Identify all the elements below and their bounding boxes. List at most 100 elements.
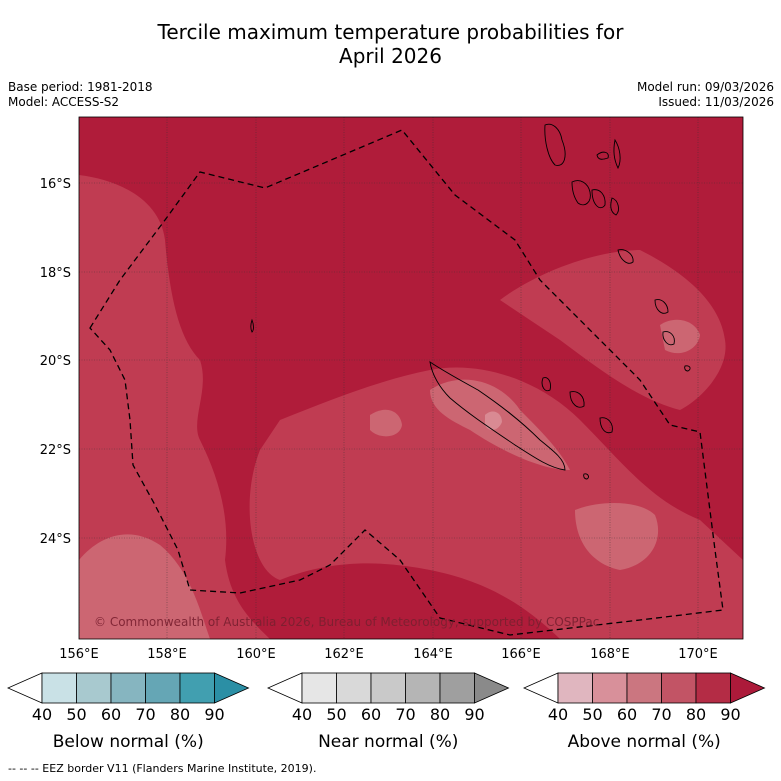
field-region-south bbox=[249, 367, 743, 639]
island-l bbox=[599, 417, 613, 434]
model-run: Model run: 09/03/2026 bbox=[636, 80, 774, 94]
colorbar-tick: 90 bbox=[720, 705, 740, 724]
copyright-text: © Commonwealth of Australia 2026, Bureau… bbox=[94, 615, 599, 629]
colorbar-1: 40 50 60 70 80 90 Near normal (%) bbox=[267, 672, 510, 752]
colorbar-segment bbox=[439, 672, 475, 704]
lat-label: 24°S bbox=[40, 532, 71, 547]
island-o bbox=[583, 473, 589, 480]
island-c bbox=[571, 180, 591, 206]
field-patch-lightest bbox=[485, 411, 502, 430]
model-name: Model: ACCESS-S2 bbox=[8, 95, 120, 109]
colorbar-right-extend bbox=[730, 672, 766, 704]
colorbar-tick: 50 bbox=[582, 705, 602, 724]
colorbar-segment bbox=[76, 672, 112, 704]
colorbar-tick: 70 bbox=[395, 705, 415, 724]
island-a bbox=[544, 123, 566, 166]
colorbar-tick: 80 bbox=[686, 705, 706, 724]
map-title-line1: Tercile maximum temperature probabilitie… bbox=[157, 20, 624, 44]
colorbar-left-extend bbox=[523, 672, 559, 704]
colorbar-tick: 60 bbox=[361, 705, 381, 724]
island-e bbox=[591, 189, 606, 209]
field-patch-small bbox=[370, 409, 402, 437]
island-n bbox=[250, 318, 254, 333]
colorbar-segment bbox=[179, 672, 215, 704]
colorbar-tick: 80 bbox=[430, 705, 450, 724]
lat-label: 18°S bbox=[40, 266, 71, 281]
colorbar-segment bbox=[110, 672, 146, 704]
lat-label: 22°S bbox=[40, 443, 71, 458]
lon-label: 166°E bbox=[501, 647, 541, 662]
lat-label: 20°S bbox=[40, 354, 71, 369]
colorbar-segment bbox=[370, 672, 406, 704]
colorbar-tick: 40 bbox=[292, 705, 312, 724]
lon-label: 158°E bbox=[147, 647, 187, 662]
lon-label: 162°E bbox=[324, 647, 364, 662]
island-h bbox=[654, 299, 669, 314]
field-region-northeast bbox=[500, 250, 726, 410]
lon-label: 156°E bbox=[59, 647, 99, 662]
field-region-west bbox=[79, 175, 270, 639]
eez-legend-note: -- -- -- EEZ border V11 (Flanders Marine… bbox=[8, 762, 317, 775]
map-title-line2: April 2026 bbox=[339, 44, 442, 68]
coastlines bbox=[250, 123, 691, 480]
issued-date: Issued: 11/03/2026 bbox=[658, 95, 774, 109]
colorbar-tick: 60 bbox=[617, 705, 637, 724]
colorbar-tick: 40 bbox=[32, 705, 52, 724]
graticule bbox=[79, 117, 743, 639]
colorbar-label: Near normal (%) bbox=[318, 732, 458, 752]
lon-label: 168°E bbox=[590, 647, 630, 662]
colorbar-left-extend bbox=[267, 672, 303, 704]
colorbar-segment bbox=[336, 672, 372, 704]
colorbar-tick: 90 bbox=[464, 705, 484, 724]
lon-label: 170°E bbox=[678, 647, 718, 662]
colorbar-tick: 50 bbox=[326, 705, 346, 724]
colorbar-tick: 40 bbox=[548, 705, 568, 724]
island-k bbox=[569, 391, 585, 408]
colorbar-segment bbox=[661, 672, 697, 704]
meta-left: Base period: 1981-2018 Model: ACCESS-S2 bbox=[8, 80, 153, 110]
colorbar-segment bbox=[145, 672, 181, 704]
island-b bbox=[596, 151, 609, 160]
colorbar-segment bbox=[626, 672, 662, 704]
lon-label: 160°E bbox=[236, 647, 276, 662]
island-g bbox=[617, 249, 634, 264]
island-f bbox=[610, 197, 619, 216]
island-d bbox=[613, 138, 621, 170]
colorbar-tick: 70 bbox=[135, 705, 155, 724]
latitude-labels: 16°S 18°S 20°S 22°S 24°S bbox=[40, 177, 71, 547]
field-patch-east bbox=[575, 503, 659, 570]
base-period: Base period: 1981-2018 bbox=[8, 80, 153, 94]
colorbar-segment bbox=[41, 672, 77, 704]
longitude-labels: 156°E 158°E 160°E 162°E 164°E 166°E 168°E 170°E bbox=[59, 647, 718, 662]
colorbar-2: 40 50 60 70 80 90 Above normal (%) bbox=[523, 672, 766, 752]
island-m bbox=[684, 365, 691, 372]
colorbar-right-extend bbox=[474, 672, 510, 704]
colorbar-tick: 80 bbox=[170, 705, 190, 724]
colorbar-segment bbox=[301, 672, 337, 704]
probability-field: © Commonwealth of Australia 2026, Bureau… bbox=[79, 117, 743, 639]
colorbar-segment bbox=[405, 672, 441, 704]
eez-border bbox=[89, 129, 724, 636]
colorbar-segment bbox=[557, 672, 593, 704]
island-i bbox=[662, 331, 675, 346]
colorbar-left-extend bbox=[7, 672, 43, 704]
island-j bbox=[541, 377, 551, 392]
colorbar-tick: 70 bbox=[651, 705, 671, 724]
meta-right: Model run: 09/03/2026 Issued: 11/03/2026 bbox=[637, 80, 774, 110]
colorbar-tick: 50 bbox=[66, 705, 86, 724]
lat-label: 16°S bbox=[40, 177, 71, 192]
new-caledonia-outline bbox=[429, 361, 566, 471]
field-patch-sw bbox=[79, 534, 210, 639]
colorbar-label: Above normal (%) bbox=[568, 732, 721, 752]
plot-frame bbox=[78, 116, 744, 640]
colorbar-label: Below normal (%) bbox=[53, 732, 204, 752]
lon-label: 164°E bbox=[413, 647, 453, 662]
colorbar-segment bbox=[695, 672, 731, 704]
colorbar-segment bbox=[592, 672, 628, 704]
colorbar-tick: 90 bbox=[204, 705, 224, 724]
colorbar-right-extend bbox=[214, 672, 250, 704]
colorbar-tick: 60 bbox=[101, 705, 121, 724]
